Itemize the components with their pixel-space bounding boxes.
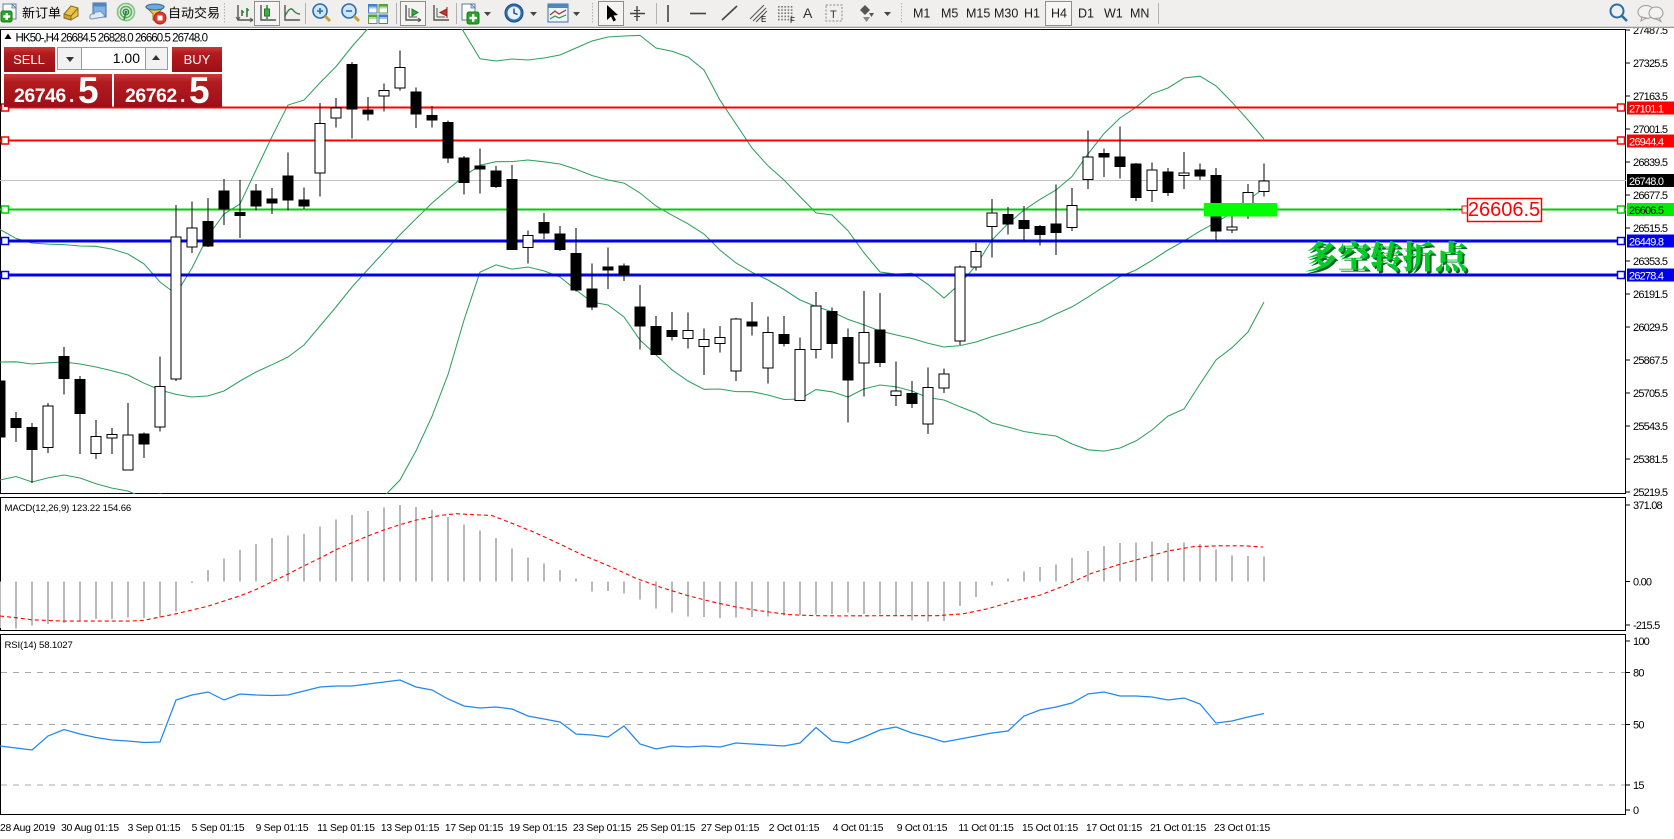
svg-text:27101.1: 27101.1 (1629, 104, 1664, 116)
svg-text:5: 5 (189, 70, 210, 111)
svg-text:25543.5: 25543.5 (1633, 421, 1668, 433)
svg-text:M30: M30 (994, 7, 1018, 21)
svg-text:27487.5: 27487.5 (1633, 28, 1668, 37)
svg-text:26278.4: 26278.4 (1629, 271, 1664, 283)
svg-text:26944.4: 26944.4 (1629, 137, 1664, 149)
svg-text:H4: H4 (1051, 7, 1067, 21)
svg-text:0.00: 0.00 (1633, 577, 1652, 589)
svg-text:17 Sep 01:15: 17 Sep 01:15 (445, 823, 504, 834)
svg-text:25705.5: 25705.5 (1633, 388, 1668, 400)
svg-text:25867.5: 25867.5 (1633, 355, 1668, 367)
svg-text:26029.5: 26029.5 (1633, 322, 1668, 334)
svg-text:0: 0 (1633, 805, 1639, 817)
svg-text:30 Aug 01:15: 30 Aug 01:15 (61, 823, 119, 834)
svg-text:9 Oct 01:15: 9 Oct 01:15 (897, 823, 948, 834)
svg-text:15: 15 (1633, 780, 1644, 792)
svg-text:13 Sep 01:15: 13 Sep 01:15 (381, 823, 440, 834)
svg-text:MN: MN (1130, 7, 1149, 21)
svg-text:MACD(12,26,9) 123.22 154.66: MACD(12,26,9) 123.22 154.66 (5, 503, 132, 514)
svg-text:371.08: 371.08 (1633, 500, 1663, 512)
svg-text:H1: H1 (1024, 7, 1040, 21)
svg-text:27001.5: 27001.5 (1633, 124, 1668, 136)
svg-text:25 Sep 01:15: 25 Sep 01:15 (637, 823, 696, 834)
svg-text:26677.5: 26677.5 (1633, 190, 1668, 202)
svg-text:100: 100 (1633, 636, 1650, 648)
svg-text:26191.5: 26191.5 (1633, 289, 1668, 301)
svg-text:28 Aug 2019: 28 Aug 2019 (0, 823, 56, 834)
svg-text:BUY: BUY (184, 52, 211, 67)
svg-text:25219.5: 25219.5 (1633, 487, 1668, 499)
svg-text:3 Sep 01:15: 3 Sep 01:15 (128, 823, 181, 834)
svg-text:23 Oct 01:15: 23 Oct 01:15 (1214, 823, 1270, 834)
svg-text:80: 80 (1633, 668, 1644, 680)
svg-text:26839.5: 26839.5 (1633, 157, 1668, 169)
svg-text:21 Oct 01:15: 21 Oct 01:15 (1150, 823, 1206, 834)
svg-text:9 Sep 01:15: 9 Sep 01:15 (256, 823, 309, 834)
svg-text:A: A (803, 5, 813, 21)
svg-text:RSI(14) 58.1027: RSI(14) 58.1027 (5, 640, 73, 651)
svg-text:26748.0: 26748.0 (1629, 176, 1664, 188)
svg-text:26353.5: 26353.5 (1633, 256, 1668, 268)
svg-text:25381.5: 25381.5 (1633, 454, 1668, 466)
svg-text:W1: W1 (1104, 7, 1123, 21)
svg-text:1.00: 1.00 (113, 50, 140, 66)
svg-text:11 Oct 01:15: 11 Oct 01:15 (958, 823, 1014, 834)
svg-text:50: 50 (1633, 720, 1644, 732)
svg-text:F: F (790, 16, 795, 25)
svg-text:.: . (69, 85, 74, 107)
svg-text:2 Oct 01:15: 2 Oct 01:15 (769, 823, 820, 834)
svg-text:.: . (180, 85, 185, 107)
svg-text:D1: D1 (1078, 7, 1094, 21)
svg-text:15 Oct 01:15: 15 Oct 01:15 (1022, 823, 1078, 834)
svg-text:26449.8: 26449.8 (1629, 237, 1664, 249)
svg-text:26762: 26762 (125, 85, 177, 107)
svg-text:11 Sep 01:15: 11 Sep 01:15 (317, 823, 375, 834)
svg-text:23 Sep 01:15: 23 Sep 01:15 (573, 823, 632, 834)
svg-text:26746: 26746 (14, 85, 66, 107)
svg-text:17 Oct 01:15: 17 Oct 01:15 (1086, 823, 1142, 834)
svg-text:E: E (761, 15, 766, 24)
svg-text:26515.5: 26515.5 (1633, 223, 1668, 235)
svg-text:27163.5: 27163.5 (1633, 91, 1668, 103)
svg-text:SELL: SELL (13, 52, 45, 67)
svg-text:4 Oct 01:15: 4 Oct 01:15 (833, 823, 884, 834)
svg-text:27 Sep 01:15: 27 Sep 01:15 (701, 823, 760, 834)
svg-text:26606.5: 26606.5 (1468, 199, 1540, 221)
svg-text:5: 5 (78, 70, 99, 111)
svg-text:26606.5: 26606.5 (1629, 205, 1664, 217)
svg-text:HK50-,H4 26684.5 26828.0 2666: HK50-,H4 26684.5 26828.0 26660.5 26748.0 (16, 33, 208, 45)
svg-text:M1: M1 (913, 7, 930, 21)
svg-text:M15: M15 (966, 7, 990, 21)
svg-text:-215.5: -215.5 (1633, 620, 1660, 632)
svg-text:M5: M5 (941, 7, 958, 21)
svg-text:T: T (830, 9, 837, 21)
svg-text:19 Sep 01:15: 19 Sep 01:15 (509, 823, 568, 834)
svg-text:27325.5: 27325.5 (1633, 58, 1668, 70)
svg-text:5 Sep 01:15: 5 Sep 01:15 (192, 823, 245, 834)
